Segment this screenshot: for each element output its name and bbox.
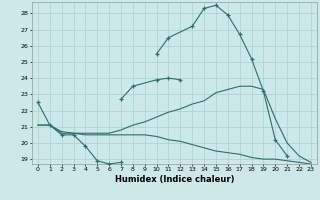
X-axis label: Humidex (Indice chaleur): Humidex (Indice chaleur)	[115, 175, 234, 184]
